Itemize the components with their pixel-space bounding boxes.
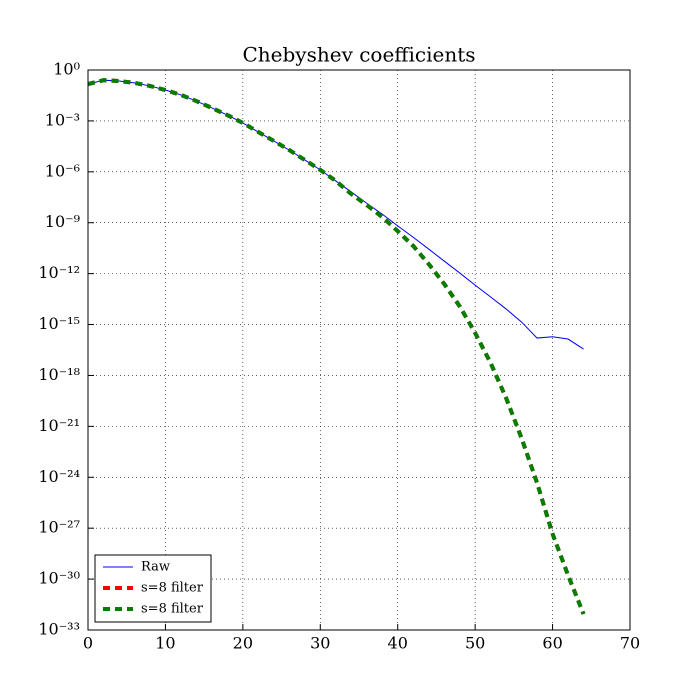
x-tick-label: 50	[465, 634, 485, 653]
y-tick-label: 10⁻²⁴	[38, 467, 80, 486]
y-tick-label: 10⁻³⁰	[38, 569, 80, 588]
data-line	[87, 78, 586, 615]
legend: Raw s=8 filter s=8 filter	[94, 554, 212, 623]
chart-title: Chebyshev coefficients	[242, 43, 475, 67]
y-tick-label: 10⁻³³	[38, 620, 80, 639]
legend-label: s=8 filter	[141, 602, 204, 617]
y-tick-label: 10⁻¹²	[38, 263, 80, 282]
y-tick-label: 10⁻²⁷	[38, 518, 80, 537]
y-tick-label: 10⁻⁹	[45, 212, 81, 231]
x-tick-label: 40	[388, 634, 408, 653]
y-tick-label: 10⁻⁶	[45, 161, 80, 180]
plot-frame	[87, 69, 631, 631]
x-tick-label: 30	[310, 634, 330, 653]
legend-label: s=8 filter	[141, 581, 204, 596]
x-tick-label: 0	[83, 634, 93, 653]
x-tick-label: 60	[542, 634, 562, 653]
x-tick-label: 70	[620, 634, 640, 653]
y-tick-label: 10⁰	[53, 60, 80, 79]
x-tick-label: 20	[233, 634, 253, 653]
y-tick-label: 10⁻³	[45, 110, 80, 129]
x-tick-label: 10	[155, 634, 175, 653]
y-tick-label: 10⁻¹⁸	[38, 365, 80, 384]
y-tick-label: 10⁻¹⁵	[38, 314, 80, 333]
y-tick-label: 10⁻²¹	[38, 416, 80, 435]
legend-label: Raw	[141, 560, 170, 575]
legend-box	[94, 554, 212, 623]
